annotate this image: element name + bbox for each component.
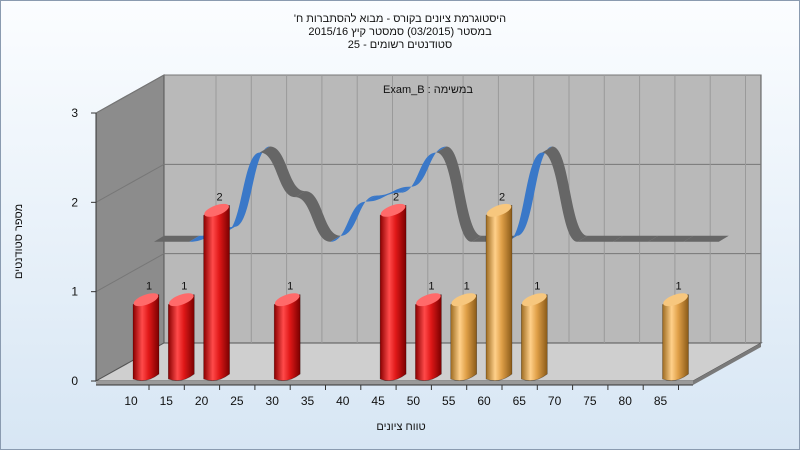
- bar-30: [273, 294, 301, 381]
- bar-cap-65: [521, 293, 547, 307]
- bar-55: [450, 294, 477, 381]
- x-tick-label-60: 60: [477, 394, 491, 408]
- bar-65: [521, 294, 548, 381]
- bar-60: [485, 205, 513, 381]
- bar-10: [132, 294, 160, 381]
- distribution-ribbon-segment: [612, 235, 659, 242]
- distribution-ribbon-segment: [683, 235, 729, 242]
- bar-cap-10: [133, 293, 159, 307]
- bar-20: [203, 205, 230, 381]
- distribution-ribbon-segment: [295, 191, 341, 242]
- x-tick-label-10: 10: [124, 394, 138, 408]
- distribution-ribbon-segment: [507, 146, 553, 242]
- x-tick-label-30: 30: [266, 394, 280, 408]
- plot-subtitle: במשימה : Exam_B: [383, 84, 473, 96]
- bar-cap-60: [486, 203, 512, 217]
- data-label-10: 1: [146, 281, 152, 293]
- x-tick-label-80: 80: [619, 394, 633, 408]
- bar-cap-85: [663, 293, 688, 307]
- bar-cap-50: [416, 293, 441, 307]
- distribution-ribbon-segment: [154, 235, 200, 242]
- x-tick-label-15: 15: [160, 394, 174, 408]
- distribution-ribbon-segment: [401, 146, 447, 193]
- x-tick-label-75: 75: [583, 394, 597, 408]
- x-tick-label-45: 45: [371, 394, 385, 408]
- bar-cap-20: [204, 203, 229, 217]
- y-axis-label: מספר סטודנטים: [13, 203, 25, 279]
- x-tick-label-70: 70: [548, 394, 562, 408]
- x-tick-label-35: 35: [301, 394, 315, 408]
- distribution-ribbon-segment: [648, 235, 694, 242]
- chart-title-line-1: היסטוגרמת ציונים בקורס - מבוא להסתברות ח…: [293, 13, 507, 25]
- y-tick-label-0: 0: [71, 374, 78, 388]
- data-label-60: 2: [499, 191, 505, 203]
- y-tick-label-3: 3: [71, 106, 78, 120]
- x-tick-label-40: 40: [336, 394, 350, 408]
- bar-cap-30: [274, 293, 300, 307]
- data-label-15: 1: [181, 281, 187, 293]
- data-label-65: 1: [534, 281, 540, 293]
- distribution-ribbon-segment: [224, 146, 270, 233]
- x-axis-label: טווח ציונים: [376, 421, 426, 433]
- bar-45: [379, 205, 407, 381]
- floor-side-edge: [693, 343, 761, 385]
- y-tick-label-2: 2: [71, 195, 78, 209]
- bar-85: [662, 294, 689, 381]
- distribution-ribbon-segment: [436, 146, 482, 242]
- data-label-45: 2: [393, 191, 399, 203]
- gridline-y-3: [95, 74, 761, 114]
- bar-50: [415, 294, 442, 381]
- data-label-50: 1: [428, 281, 434, 293]
- x-tick-label-20: 20: [195, 394, 209, 408]
- x-tick-label-50: 50: [407, 394, 421, 408]
- data-label-55: 1: [464, 281, 470, 293]
- x-tick-label-65: 65: [513, 394, 527, 408]
- distribution-ribbon-segment: [577, 235, 623, 242]
- x-tick-label-85: 85: [654, 394, 668, 408]
- bar-cap-55: [451, 293, 477, 307]
- chart-title-line-3: סטודנטים רשומים - 25: [347, 39, 453, 51]
- bar-cap-45: [380, 203, 406, 217]
- floor-edge: [96, 381, 693, 385]
- bar-cap-15: [168, 293, 194, 307]
- bar-15: [168, 294, 195, 381]
- distribution-ribbon-segment: [365, 186, 412, 202]
- data-label-30: 1: [287, 281, 293, 293]
- x-tick-label-55: 55: [442, 394, 456, 408]
- data-label-20: 2: [217, 191, 223, 203]
- data-label-85: 1: [675, 281, 681, 293]
- distribution-ribbon-segment: [330, 195, 376, 242]
- chart-title-line-2: במסטר (03/2015) סמסטר קיץ 2015/16: [308, 26, 492, 38]
- distribution-ribbon-segment: [259, 146, 306, 198]
- gridline-y-1: [95, 253, 761, 293]
- distribution-ribbon-segment: [542, 146, 588, 242]
- y-tick-label-1: 1: [71, 285, 78, 299]
- x-tick-label-25: 25: [230, 394, 244, 408]
